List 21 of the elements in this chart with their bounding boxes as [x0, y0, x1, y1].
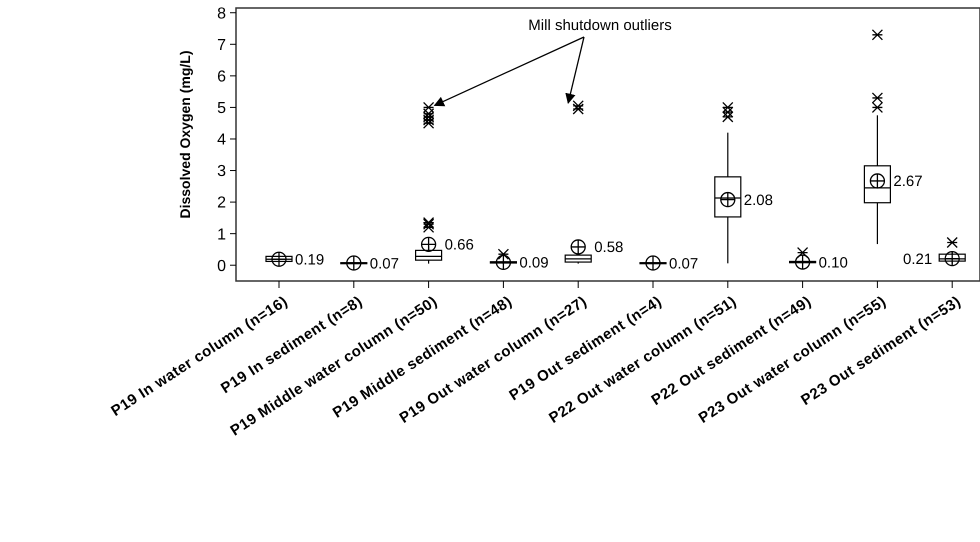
- text: 0.21: [902, 250, 932, 268]
- y-tick-label: 8: [217, 5, 226, 22]
- y-tick-label: 2: [217, 194, 226, 212]
- text: 0.07: [370, 255, 400, 272]
- text: 0.66: [444, 236, 474, 254]
- annotation: Mill shutdown outliers: [528, 17, 672, 34]
- text: 2.67: [893, 173, 923, 190]
- y-axis-title: Dissolved Oxygen (mg/L): [177, 50, 193, 219]
- y-tick-label: 7: [217, 36, 226, 54]
- text: 2.08: [744, 192, 774, 209]
- y-tick-label: 4: [217, 132, 226, 149]
- text: 0.19: [295, 251, 324, 268]
- y-tick-label: 5: [217, 100, 226, 118]
- y-tick-label: 1: [217, 226, 226, 244]
- y-tick-label: 3: [217, 163, 226, 180]
- text: 0.09: [519, 254, 549, 272]
- text: 0.58: [594, 239, 624, 256]
- text: 0.07: [669, 255, 698, 272]
- y-tick-label: 6: [217, 68, 226, 86]
- y-tick-label: 0: [217, 258, 226, 275]
- text: 0.10: [818, 254, 848, 272]
